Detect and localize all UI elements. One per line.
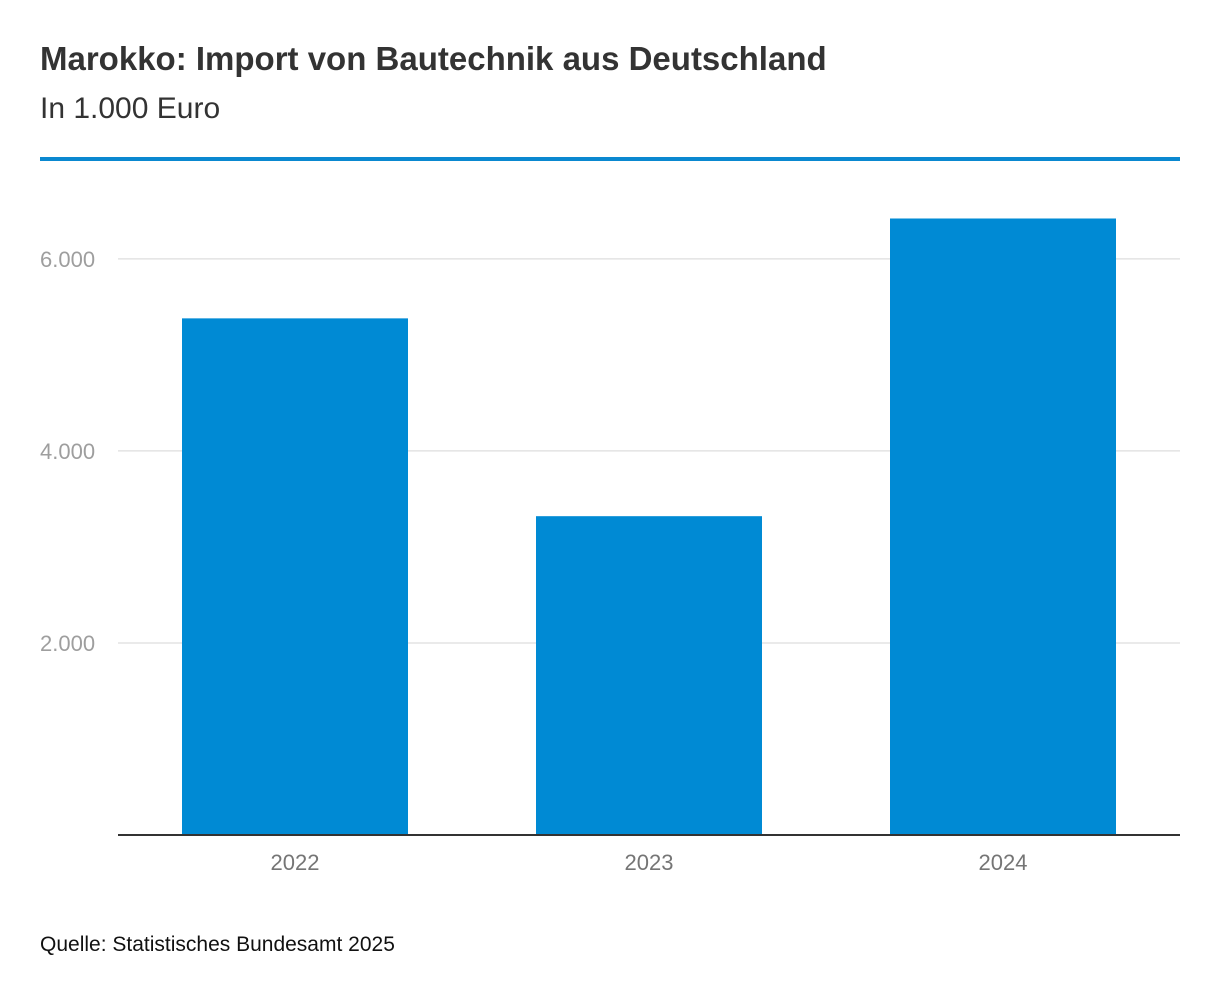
chart-subtitle: In 1.000 Euro bbox=[40, 92, 221, 125]
y-tick-label: 2.000 bbox=[40, 631, 95, 656]
chart-title: Marokko: Import von Bautechnik aus Deuts… bbox=[40, 40, 827, 77]
x-tick-label: 2024 bbox=[979, 850, 1028, 875]
bar bbox=[182, 318, 408, 835]
y-tick-label: 4.000 bbox=[40, 439, 95, 464]
y-tick-label: 6.000 bbox=[40, 247, 95, 272]
source-note: Quelle: Statistisches Bundesamt 2025 bbox=[40, 933, 395, 956]
x-tick-label: 2023 bbox=[625, 850, 674, 875]
bar bbox=[890, 218, 1116, 835]
x-tick-label: 2022 bbox=[271, 850, 320, 875]
title-divider bbox=[40, 157, 1180, 161]
bar bbox=[536, 516, 762, 835]
